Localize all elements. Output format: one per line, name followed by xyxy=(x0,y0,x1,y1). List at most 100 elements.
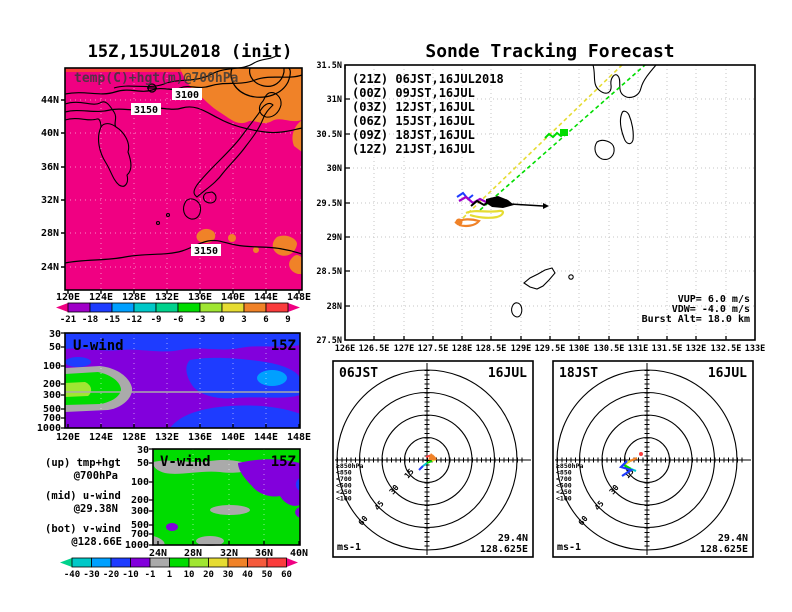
hodograph-06jst-date: 16JUL xyxy=(488,366,527,381)
svg-text:31.5N: 31.5N xyxy=(316,61,342,71)
wind-colorbar: -40 -30 -20 -10 -1 1 10 20 30 40 50 60 xyxy=(60,557,298,580)
tracking-panel: Sonde Tracking Forecast xyxy=(316,41,765,354)
svg-text:-6: -6 xyxy=(173,315,184,325)
vdw-value: VDW= -4.0 m/s xyxy=(672,304,750,315)
svg-text:200: 200 xyxy=(131,495,149,506)
hodograph-06jst-trace xyxy=(418,453,437,471)
colorbar-segment xyxy=(221,302,245,313)
svg-text:700: 700 xyxy=(43,413,61,424)
track-00z xyxy=(458,195,487,205)
svg-text:131E: 131E xyxy=(628,344,648,354)
vup-value: VUP= 6.0 m/s xyxy=(678,294,750,305)
vwind-axis-ticks xyxy=(149,448,300,546)
svg-text:100: 100 xyxy=(43,361,61,372)
svg-text:<500: <500 xyxy=(556,482,572,490)
vwind-xtick-labels: 24N 28N 32N 36N 40N xyxy=(149,548,308,559)
svg-text:126.5E: 126.5E xyxy=(359,344,390,354)
svg-text:10: 10 xyxy=(184,570,195,580)
tracking-xtick-labels: 126E 126.5E 127E 127.5E 128E 128.5E 129E… xyxy=(335,344,765,354)
svg-text:28.5N: 28.5N xyxy=(316,267,342,277)
colorbar-segment xyxy=(111,302,135,313)
hodograph-18jst-lon: 128.625E xyxy=(700,544,748,555)
svg-text:124E: 124E xyxy=(89,432,113,443)
vwind-ytick-labels: 30 50 100 200 300 500 700 1000 xyxy=(125,445,149,551)
init-map-coastlines xyxy=(64,55,282,226)
svg-text:<850: <850 xyxy=(556,469,572,477)
contour-label-3100: 3100 xyxy=(175,90,199,101)
svg-text:28N: 28N xyxy=(184,548,202,559)
svg-text:9: 9 xyxy=(285,315,290,325)
init-map-ytick-labels: 44N 40N 36N 32N 28N 24N xyxy=(41,95,59,273)
hodograph-18jst-unit: ms-1 xyxy=(557,542,581,553)
annotation-bot: (bot) v-wind xyxy=(45,523,121,535)
svg-text:30: 30 xyxy=(137,445,149,456)
svg-text:30: 30 xyxy=(49,329,61,340)
annotation-mid: (mid) u-wind xyxy=(45,490,121,502)
svg-text:-30: -30 xyxy=(83,570,99,580)
wind-colorbar-segment xyxy=(91,557,112,568)
svg-text:31N: 31N xyxy=(327,95,342,105)
svg-text:148E: 148E xyxy=(287,292,311,303)
wind-colorbar-segment xyxy=(266,557,287,568)
svg-text:6: 6 xyxy=(263,315,268,325)
init-map-xtick-labels: 120E 124E 128E 132E 136E 140E 144E 148E xyxy=(56,292,311,303)
svg-text:<500: <500 xyxy=(336,482,352,490)
svg-text:126E: 126E xyxy=(335,344,355,354)
init-map-axis-ticks xyxy=(61,99,300,294)
svg-text:<700: <700 xyxy=(336,475,352,483)
svg-text:≥850hPa: ≥850hPa xyxy=(336,462,363,470)
contour-label-3150-top: 3150 xyxy=(134,105,158,116)
svg-text:<250: <250 xyxy=(556,488,572,496)
annotation-mid-lat: @29.38N xyxy=(74,503,118,515)
wind-colorbar-segment xyxy=(227,557,248,568)
uwind-title: U-wind xyxy=(73,338,124,354)
hodograph-18jst-trace xyxy=(618,452,643,477)
svg-text:<250: <250 xyxy=(336,488,352,496)
svg-text:60: 60 xyxy=(357,514,370,527)
svg-text:30: 30 xyxy=(223,570,234,580)
svg-text:136E: 136E xyxy=(188,292,212,303)
legend-entry-12z: (12Z) 21JST,16JUL xyxy=(352,142,475,156)
hodograph-06jst-frame xyxy=(332,360,534,558)
svg-text:128E: 128E xyxy=(452,344,472,354)
svg-text:3: 3 xyxy=(241,315,246,325)
svg-text:30N: 30N xyxy=(327,164,342,174)
svg-text:132E: 132E xyxy=(155,292,179,303)
svg-text:-1: -1 xyxy=(145,570,156,580)
svg-text:60: 60 xyxy=(577,514,590,527)
hodograph-06jst-lat: 29.4N xyxy=(498,533,528,544)
svg-text:132.5E: 132.5E xyxy=(711,344,742,354)
svg-text:36N: 36N xyxy=(41,162,59,173)
svg-text:144E: 144E xyxy=(254,432,278,443)
colorbar-segment xyxy=(177,302,201,313)
tracking-ytick-labels: 31.5N 31N 30.5N 30N 29.5N 29N 28.5N 28N … xyxy=(316,61,342,346)
hodograph-06jst-unit: ms-1 xyxy=(337,542,361,553)
svg-text:<700: <700 xyxy=(556,475,572,483)
svg-text:133E: 133E xyxy=(745,344,765,354)
init-map-graticule xyxy=(65,68,302,290)
svg-text:140E: 140E xyxy=(221,292,245,303)
uwind-xtick-labels: 120E 124E 128E 132E 136E 140E 144E 148E xyxy=(56,432,311,443)
tracking-axis-ticks xyxy=(344,65,727,340)
svg-text:<100: <100 xyxy=(336,495,352,503)
vwind-field xyxy=(153,449,300,546)
svg-text:36N: 36N xyxy=(255,548,273,559)
svg-text:45: 45 xyxy=(593,499,606,512)
init-map-title: 15Z,15JUL2018 (init) xyxy=(88,42,293,62)
svg-text:24N: 24N xyxy=(41,262,59,273)
track-21z-marker xyxy=(486,196,514,208)
svg-text:128.5E: 128.5E xyxy=(476,344,507,354)
svg-text:0: 0 xyxy=(219,315,224,325)
svg-text:131.5E: 131.5E xyxy=(652,344,683,354)
svg-text:32N: 32N xyxy=(220,548,238,559)
hodograph-18jst-level-legend: ≥850hPa <850 <700 <500 <250 <100 xyxy=(556,462,583,503)
hodograph-18jst-ring-labels: 15 30 45 60 xyxy=(577,467,636,527)
hodograph-06jst: 15 30 45 60 ≥850hPa <850 <700 <500 <250 … xyxy=(332,360,534,558)
legend-entry-06z: (06Z) 15JST,16JUL xyxy=(352,114,475,128)
colorbar-segment xyxy=(67,302,91,313)
svg-text:-18: -18 xyxy=(82,315,98,325)
wind-colorbar-arrow-left xyxy=(60,558,72,567)
colorbar-segment xyxy=(89,302,113,313)
